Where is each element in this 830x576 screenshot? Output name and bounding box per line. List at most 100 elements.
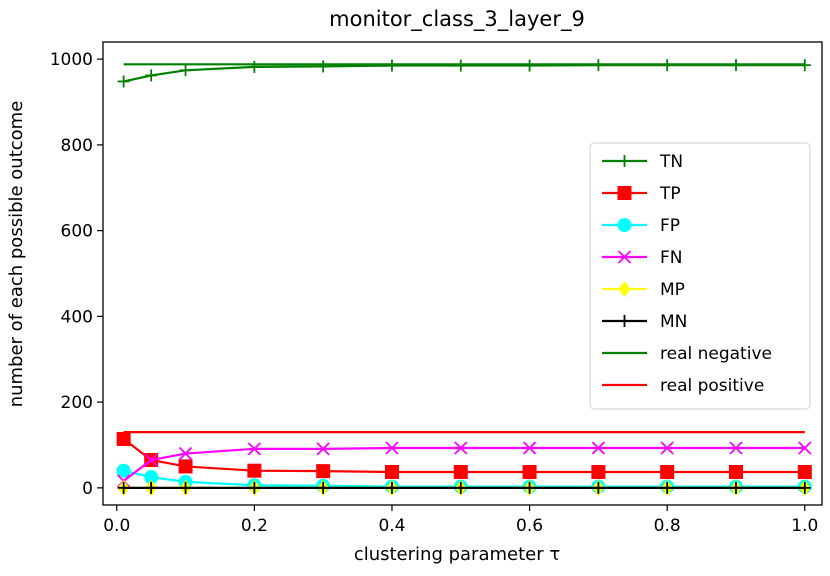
data-point-tp (247, 463, 262, 478)
data-point-tn (385, 59, 398, 72)
x-tick-label: 0.0 (103, 516, 130, 536)
series-mn (117, 481, 811, 494)
marker-stroke (316, 442, 330, 456)
legend-item-tn: TN (602, 152, 683, 172)
legend-marker (618, 155, 631, 167)
data-point-fn (660, 441, 674, 455)
y-axis: 0 200 400 600 800 1000 (50, 50, 103, 499)
legend-marker (617, 250, 632, 264)
y-tick-label: 1000 (50, 50, 93, 70)
legend-item-mn: MN (602, 312, 687, 332)
data-point-fn (316, 442, 330, 456)
data-point-fn (798, 441, 812, 455)
series-tp (116, 431, 812, 479)
data-point-tp (116, 431, 131, 446)
legend-item-fp: FP (602, 216, 680, 236)
data-point-tp (453, 464, 468, 479)
y-tick-label: 400 (61, 307, 93, 327)
marker-stroke (144, 453, 158, 467)
legend-item-mp: MP (602, 280, 685, 300)
chart-title: monitor_class_3_layer_9 (329, 7, 585, 32)
data-point-mn (729, 481, 742, 494)
legend-label: MN (660, 312, 687, 332)
data-point-tn (248, 60, 261, 73)
series-layer (116, 59, 812, 496)
data-point-mn (248, 481, 261, 494)
data-point-tn (523, 59, 536, 72)
series-line-fn (122, 446, 805, 482)
data-point-mn (317, 481, 330, 494)
series-fn (117, 441, 812, 488)
data-point-tp (797, 464, 812, 479)
data-point-mn (454, 481, 467, 494)
x-axis-title: clustering parameter τ (354, 544, 560, 565)
data-point-fn (144, 453, 158, 467)
data-point-tn (317, 60, 330, 73)
legend-box (589, 142, 811, 410)
data-point-tp (178, 459, 193, 474)
legend: TN TP FP FN MP MN real negative real positive (589, 142, 811, 410)
data-point-tp (384, 464, 399, 479)
data-point-fn (385, 441, 399, 455)
marker-stroke (591, 441, 606, 455)
x-tick-label: 0.2 (241, 516, 268, 536)
legend-item-real-negative: real negative (602, 344, 772, 364)
marker-stroke (522, 441, 537, 455)
data-point-fn (454, 441, 468, 455)
legend-label: TN (659, 152, 683, 172)
x-tick-label: 0.8 (654, 516, 681, 536)
y-tick-label: 200 (61, 393, 93, 413)
legend-label: TP (659, 184, 681, 204)
plot-frame (102, 41, 823, 506)
marker-stroke (660, 441, 674, 455)
data-point-mn (145, 481, 158, 494)
legend-marker (618, 315, 631, 327)
legend-label: real positive (660, 376, 764, 396)
data-point-tp (591, 464, 606, 479)
data-point-mn (179, 481, 192, 494)
x-tick-label: 0.6 (516, 516, 543, 536)
data-point-fp (116, 463, 131, 478)
marker-stroke (385, 441, 399, 455)
marker-stroke (798, 441, 812, 455)
data-point-tn (145, 69, 158, 82)
legend-marker (617, 218, 632, 232)
data-point-mn (592, 481, 605, 494)
data-point-tp (316, 464, 331, 479)
data-point-mn (523, 481, 536, 494)
data-point-fn (178, 446, 193, 461)
legend-item-real-positive: real positive (602, 376, 764, 396)
legend-marker (618, 281, 631, 297)
data-point-mn (798, 481, 811, 494)
data-point-tp (660, 464, 675, 479)
legend-label: FP (660, 216, 680, 236)
data-point-fn (247, 442, 262, 456)
data-point-mn (661, 481, 674, 494)
marker-stroke (247, 442, 262, 456)
marker-stroke (454, 441, 468, 455)
y-tick-label: 600 (61, 222, 93, 242)
x-axis: 0.0 0.2 0.4 0.6 0.8 1.0 (103, 505, 818, 536)
x-tick-label: 0.4 (378, 516, 405, 536)
data-point-tn (454, 59, 467, 72)
data-point-tn (117, 75, 130, 88)
x-tick-label: 1.0 (791, 516, 818, 536)
data-point-fn (591, 441, 606, 455)
data-point-tp (522, 464, 537, 479)
data-point-fn (522, 441, 537, 455)
marker-stroke (617, 250, 632, 264)
marker-stroke (729, 441, 743, 455)
series-line-tn (123, 64, 805, 83)
legend-item-tp: TP (602, 184, 681, 204)
data-point-mn (117, 481, 130, 494)
y-tick-label: 0 (82, 479, 93, 499)
legend-label: FN (660, 248, 683, 268)
y-tick-label: 800 (61, 136, 93, 156)
data-point-tp (728, 464, 743, 479)
legend-item-fn: FN (602, 248, 683, 268)
legend-marker (617, 186, 632, 200)
y-axis-title: number of each possible outcome (6, 101, 27, 408)
data-point-tn (179, 64, 192, 77)
legend-label: MP (660, 280, 685, 300)
